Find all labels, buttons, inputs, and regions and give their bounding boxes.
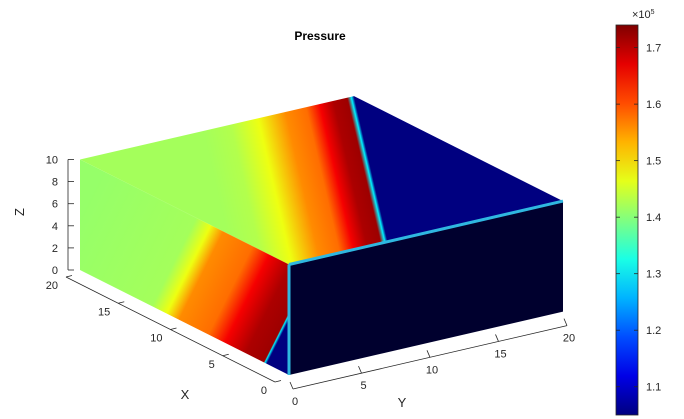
y-tick	[289, 381, 294, 390]
y-tick	[358, 365, 362, 374]
y-tick-label: 20	[563, 333, 575, 345]
chart-title: Pressure	[294, 29, 346, 43]
colorbar-tick-label: 1.2	[646, 325, 661, 337]
colorbar-tick-label: 1.1	[646, 382, 661, 394]
y-tick	[495, 334, 499, 342]
y-tick-label: 10	[426, 364, 438, 376]
z-tick-label: 2	[52, 243, 58, 255]
x-tick	[274, 380, 282, 383]
left-face	[80, 159, 289, 375]
front-face	[289, 201, 563, 375]
y-tick	[563, 318, 568, 326]
x-tick-label: 20	[46, 280, 58, 292]
z-axis-label: Z	[12, 208, 27, 216]
colorbar-tick-label: 1.3	[646, 269, 661, 281]
z-tick-label: 6	[52, 199, 58, 211]
colorbar-tick-label: 1.6	[646, 99, 661, 111]
y-tick	[426, 350, 431, 358]
front-edge-top	[288, 199, 564, 266]
top-face	[80, 96, 563, 265]
x-tick-label: 5	[209, 359, 215, 371]
x-tick-label: 10	[150, 333, 162, 345]
y-tick-label: 0	[292, 396, 298, 408]
x-axis-label: X	[181, 387, 190, 402]
x-tick-labels: 0 5 10 15 20	[46, 275, 282, 397]
x-tick	[65, 275, 73, 278]
z-tick-labels: 0 2 4 6 8 10	[46, 155, 74, 277]
colorbar-exponent: ×105	[632, 9, 655, 21]
y-axis-label: Y	[398, 395, 407, 410]
colorbar-ticks: 1.1 1.2 1.3 1.4 1.5 1.6 1.7	[616, 43, 661, 394]
y-tick-label: 15	[494, 348, 506, 360]
x-tick-label: 15	[98, 306, 110, 318]
x-tick	[118, 301, 125, 304]
z-tick-label: 0	[52, 265, 58, 277]
y-tick-label: 5	[360, 380, 366, 392]
x-tick-label: 0	[261, 385, 267, 397]
colorbar	[615, 24, 639, 416]
z-tick-label: 8	[52, 177, 58, 189]
colorbar-tick-label: 1.5	[646, 156, 661, 168]
z-tick-label: 10	[46, 155, 58, 167]
x-tick	[222, 353, 229, 357]
z-tick-label: 4	[52, 221, 58, 233]
colorbar-tick-label: 1.4	[646, 212, 661, 224]
x-tick	[170, 327, 177, 330]
colorbar-tick-label: 1.7	[646, 43, 661, 55]
y-tick-labels: 0 5 10 15 20	[289, 318, 575, 408]
